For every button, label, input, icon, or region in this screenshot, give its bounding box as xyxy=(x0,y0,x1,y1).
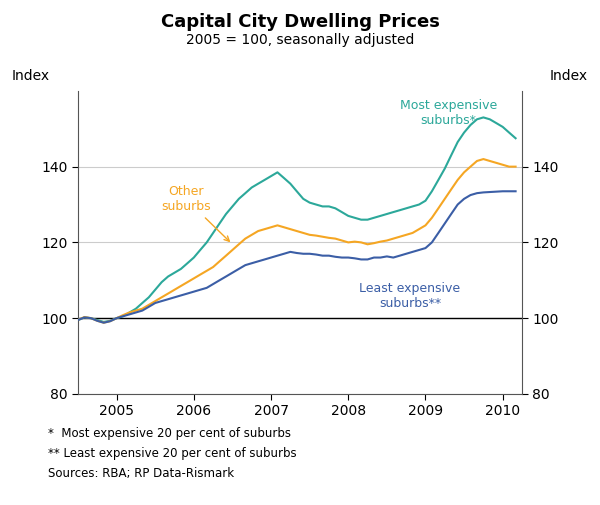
Text: Index: Index xyxy=(12,69,50,83)
Text: *  Most expensive 20 per cent of suburbs: * Most expensive 20 per cent of suburbs xyxy=(48,427,291,440)
Text: Sources: RBA; RP Data-Rismark: Sources: RBA; RP Data-Rismark xyxy=(48,467,234,480)
Text: Least expensive
suburbs**: Least expensive suburbs** xyxy=(359,282,461,310)
Text: Other
suburbs: Other suburbs xyxy=(161,185,229,241)
Text: Capital City Dwelling Prices: Capital City Dwelling Prices xyxy=(161,13,439,31)
Text: Most expensive
suburbs*: Most expensive suburbs* xyxy=(400,99,497,127)
Text: 2005 = 100, seasonally adjusted: 2005 = 100, seasonally adjusted xyxy=(186,33,414,47)
Text: Index: Index xyxy=(550,69,588,83)
Text: ** Least expensive 20 per cent of suburbs: ** Least expensive 20 per cent of suburb… xyxy=(48,447,296,460)
